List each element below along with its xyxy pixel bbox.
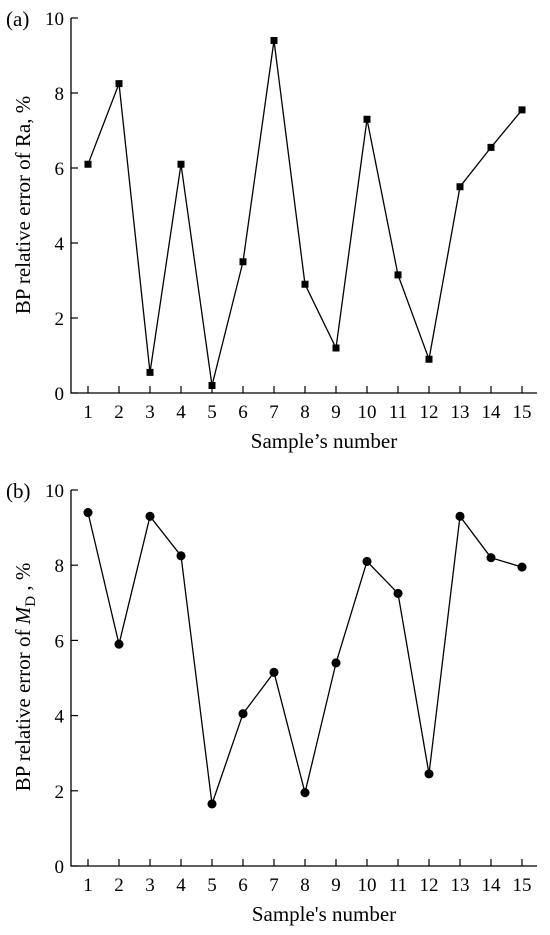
x-tick-label: 8 [300,402,310,423]
x-tick-label: 2 [114,875,124,896]
data-point-3 [145,511,155,521]
x-tick-label: 15 [513,402,532,423]
x-tick-label: 15 [513,875,532,896]
data-point-5 [207,799,217,809]
data-point-11 [393,588,403,598]
y-axis-label-subscript: D [23,596,39,607]
data-point-6 [239,258,247,266]
data-point-8 [301,280,309,288]
data-point-12 [424,769,434,779]
panel-label: (b) [6,479,31,503]
y-tick-label: 6 [55,631,65,652]
x-tick-label: 1 [83,402,93,423]
data-point-9 [331,658,341,668]
y-tick-label: 2 [55,309,65,330]
x-tick-label: 11 [389,402,407,423]
y-axis-label-text: BP relative error of [11,624,35,791]
data-point-14 [486,553,496,563]
y-tick-label: 2 [55,782,65,803]
x-tick-label: 5 [207,402,217,423]
data-point-2 [114,639,124,649]
x-tick-label: 6 [238,875,248,896]
x-tick-label: 9 [331,875,341,896]
x-tick-label: 13 [451,402,470,423]
x-tick-label: 3 [145,875,155,896]
x-tick-label: 14 [482,402,502,423]
x-tick-label: 12 [420,402,439,423]
x-tick-label: 8 [300,875,310,896]
data-point-10 [363,115,371,123]
series-line [87,40,523,386]
y-tick-label: 8 [55,556,65,577]
y-axis-label-symbol: M [11,605,35,625]
data-point-7 [269,667,279,677]
data-point-1 [84,160,92,168]
y-tick-label: 10 [45,481,64,502]
x-tick-label: 4 [176,402,186,423]
y-tick-label: 10 [45,9,64,30]
axis-frame [70,490,537,867]
x-tick-label: 6 [238,402,248,423]
x-tick-label: 10 [358,875,377,896]
y-axis-label-unit: , % [11,563,35,596]
x-tick-label: 5 [207,875,217,896]
x-tick-label: 11 [389,875,407,896]
x-tick-label: 1 [83,875,93,896]
y-tick-label: 6 [55,159,65,180]
x-tick-label: 7 [269,402,279,423]
series-line [87,512,523,805]
data-point-8 [300,788,310,798]
y-tick-label: 4 [55,234,65,255]
y-tick-label: 0 [55,857,65,878]
y-axis-label: BP relative error of Ra, % [11,96,35,314]
data-point-3 [146,368,154,376]
x-axis-label: Sample's number [252,902,396,926]
panel-label: (a) [6,7,29,31]
data-point-13 [455,511,465,521]
x-tick-label: 2 [114,402,124,423]
data-point-11 [394,271,402,279]
data-point-7 [270,37,278,44]
axis-frame [70,18,537,394]
data-point-13 [456,183,464,191]
data-point-15 [517,562,527,572]
x-tick-label: 12 [420,875,439,896]
data-point-5 [208,382,216,389]
data-point-12 [425,355,433,363]
x-tick-label: 4 [176,875,186,896]
data-point-14 [487,143,495,151]
data-point-4 [177,160,185,168]
x-tick-label: 7 [269,875,279,896]
data-point-10 [362,556,372,566]
data-point-4 [176,551,186,561]
x-tick-label: 13 [451,875,470,896]
x-tick-label: 14 [482,875,502,896]
y-tick-label: 0 [55,384,65,405]
x-tick-label: 9 [331,402,341,423]
data-point-2 [115,80,123,88]
y-tick-label: 4 [55,707,65,728]
data-point-1 [83,508,93,518]
data-point-15 [518,106,526,114]
x-tick-label: 3 [145,402,155,423]
y-tick-label: 8 [55,84,65,105]
x-axis-label: Sample’s number [251,429,397,453]
y-axis-label: BP relative error of MD , % [11,563,39,792]
x-tick-label: 10 [358,402,377,423]
data-point-9 [332,344,340,352]
data-point-6 [238,709,248,719]
